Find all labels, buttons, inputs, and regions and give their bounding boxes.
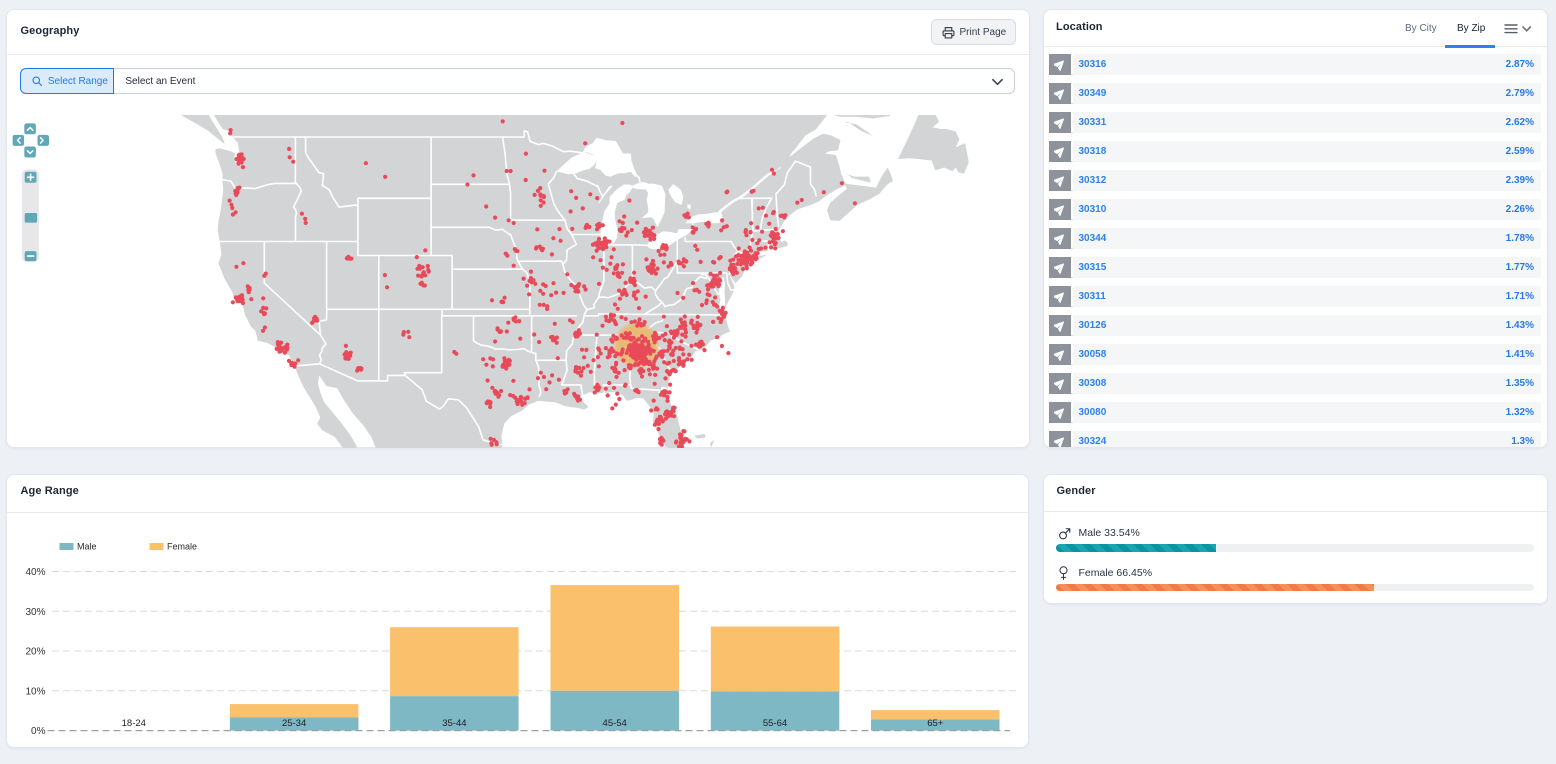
svg-text:Female: Female xyxy=(167,542,197,552)
svg-text:20%: 20% xyxy=(25,647,45,658)
svg-text:25-34: 25-34 xyxy=(282,718,306,729)
svg-text:45-54: 45-54 xyxy=(603,718,627,729)
svg-text:10%: 10% xyxy=(25,686,45,697)
svg-text:40%: 40% xyxy=(25,567,45,578)
svg-text:18-24: 18-24 xyxy=(122,718,146,729)
svg-text:35-44: 35-44 xyxy=(442,718,466,729)
svg-text:30%: 30% xyxy=(25,607,45,618)
svg-text:Male: Male xyxy=(77,542,97,552)
svg-text:0%: 0% xyxy=(31,726,46,737)
svg-text:65+: 65+ xyxy=(927,718,944,729)
svg-text:55-64: 55-64 xyxy=(763,718,787,729)
